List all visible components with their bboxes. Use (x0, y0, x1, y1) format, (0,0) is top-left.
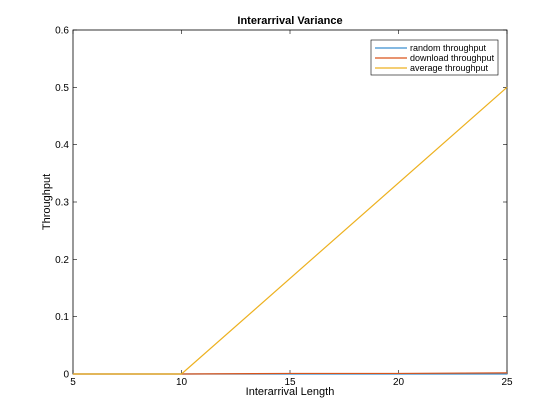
x-tick-label: 15 (284, 377, 296, 388)
y-tick-label: 0.1 (55, 312, 69, 323)
y-tick-label: 0.6 (55, 26, 69, 37)
y-tick-label: 0 (63, 370, 69, 381)
legend-label: download throughput (410, 53, 495, 63)
x-tick-label: 25 (501, 377, 513, 388)
x-axis-label: Interarrival Length (246, 386, 335, 398)
y-tick-label: 0.3 (55, 198, 69, 209)
x-tick-label: 20 (393, 377, 405, 388)
x-tick-label: 5 (70, 377, 76, 388)
chart-title: Interarrival Variance (237, 15, 342, 27)
y-tick-label: 0.2 (55, 255, 69, 266)
ticks (72, 29, 508, 375)
series-line-average-throughput (73, 86, 508, 375)
tick-labels: 5 10 15 20 25 0 0.1 0.2 0.3 0.4 0.5 0.6 (55, 26, 513, 389)
legend-label: average throughput (410, 63, 489, 73)
plot-frame (72, 29, 508, 375)
y-tick-label: 0.4 (55, 140, 69, 151)
series-lines (73, 86, 508, 375)
y-tick-label: 0.5 (55, 83, 69, 94)
x-tick-label: 10 (176, 377, 188, 388)
legend-label: random throughput (410, 43, 487, 53)
y-axis-label: Throughput (41, 174, 53, 230)
